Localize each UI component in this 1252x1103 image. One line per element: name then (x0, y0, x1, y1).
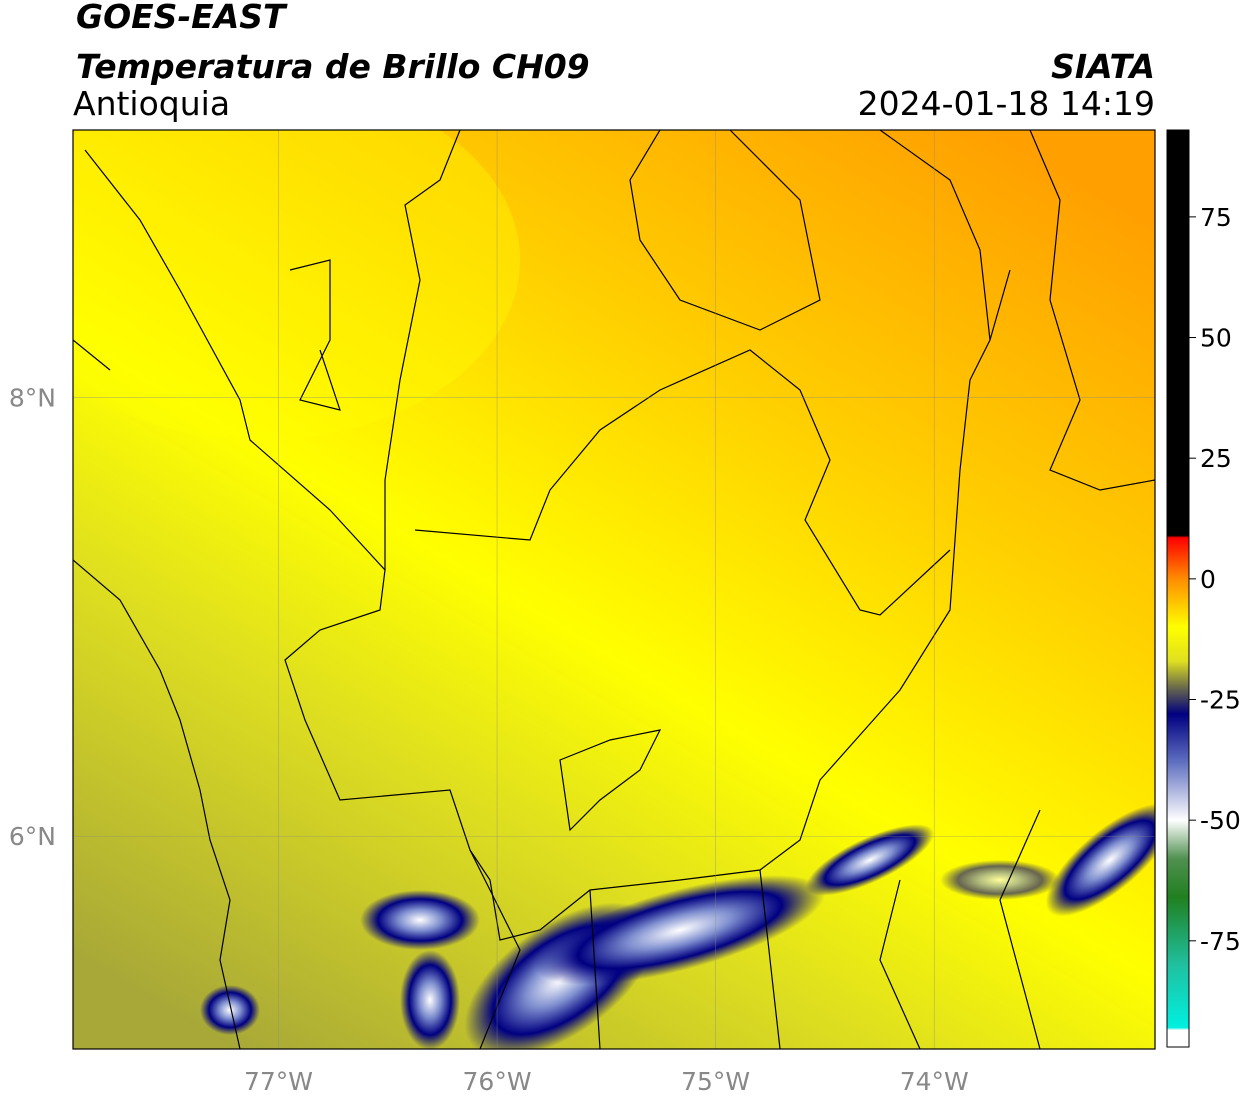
graticule (73, 130, 1155, 1049)
region: Antioquia (73, 84, 230, 123)
colorbar-tick-label: -50 (1200, 806, 1241, 835)
colorbar-tick-label: 50 (1200, 324, 1232, 353)
colorbar-tick-label: 75 (1200, 203, 1232, 232)
colorbar-tick-label: -25 (1200, 686, 1241, 715)
colorbar (1166, 129, 1190, 1048)
map-image (73, 130, 1155, 1049)
title: GOES-EAST (76, 0, 288, 36)
lon-tick-label: 76°W (463, 1067, 532, 1096)
map-frame (72, 129, 1156, 1050)
lat-tick-label: 6°N (9, 822, 56, 851)
source: SIATA (1051, 47, 1155, 86)
lon-tick-label: 75°W (681, 1067, 750, 1096)
colorbar-tick-label: 25 (1200, 444, 1232, 473)
datetime: 2024-01-18 14:19 (858, 84, 1155, 123)
lon-tick-label: 77°W (244, 1067, 313, 1096)
colorbar-tick-label: 0 (1200, 565, 1216, 594)
lat-tick-label: 8°N (9, 384, 56, 413)
subtitle: Temperatura de Brillo CH09 (76, 47, 590, 86)
colorbar-tick-label: -75 (1200, 927, 1241, 956)
lon-tick-label: 74°W (900, 1067, 969, 1096)
